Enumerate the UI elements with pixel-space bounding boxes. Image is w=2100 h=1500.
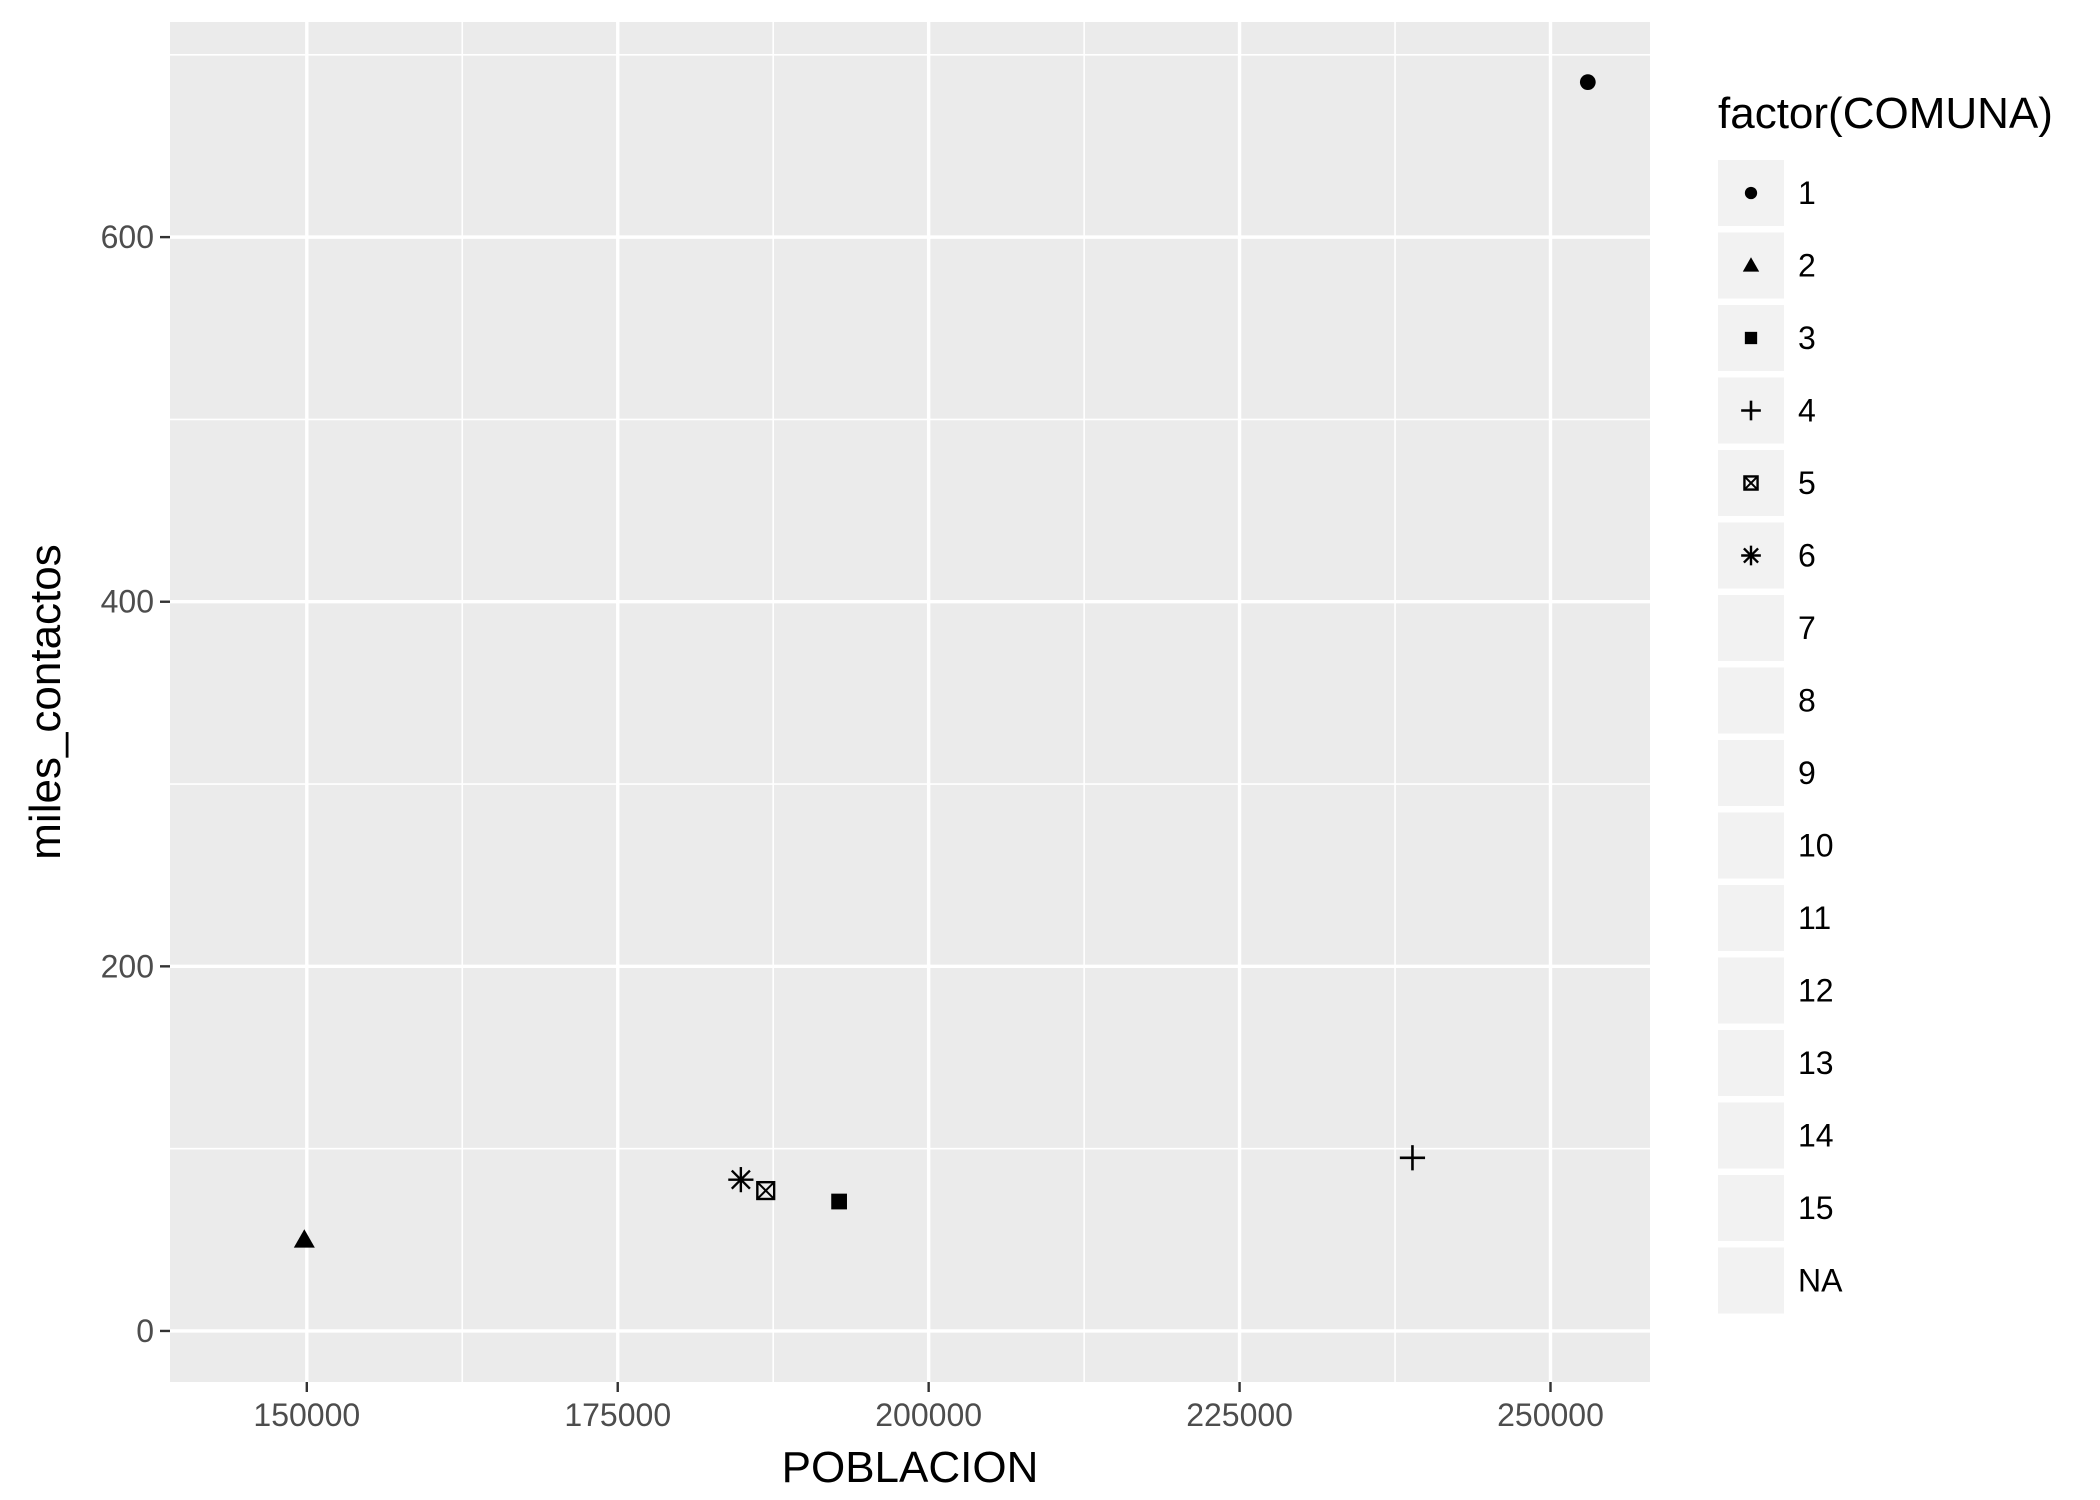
asterisk-stroke bbox=[730, 1169, 751, 1190]
data-point-comuna-4 bbox=[1399, 1145, 1426, 1171]
legend-label: 4 bbox=[1798, 393, 1816, 429]
data-point-comuna-3 bbox=[831, 1193, 847, 1210]
square-x-stroke bbox=[756, 1181, 775, 1200]
x-axis-title: POBLACION bbox=[782, 1443, 1039, 1492]
x-tick-label: 250000 bbox=[1497, 1397, 1604, 1433]
legend-item-5: 5 bbox=[1718, 450, 1816, 516]
minor-gridlines bbox=[170, 22, 1650, 1382]
x-tick-label: 150000 bbox=[253, 1397, 360, 1433]
legend-symbol-square bbox=[1744, 331, 1758, 345]
axis-ticks bbox=[160, 235, 1552, 1392]
data-point-comuna-2 bbox=[293, 1229, 315, 1248]
data-point-comuna-1 bbox=[1579, 74, 1596, 91]
legend-key bbox=[1718, 885, 1784, 951]
legend-key bbox=[1718, 667, 1784, 734]
legend-label: 8 bbox=[1798, 683, 1816, 719]
legend-key bbox=[1718, 1247, 1784, 1314]
legend-item-14: 14 bbox=[1718, 1102, 1834, 1169]
plot-panel bbox=[170, 22, 1650, 1382]
legend-title: factor(COMUNA) bbox=[1718, 89, 2053, 138]
legend-item-10: 10 bbox=[1718, 812, 1834, 879]
legend-label: 5 bbox=[1798, 465, 1816, 501]
legend-item-11: 11 bbox=[1718, 885, 1831, 951]
asterisk-stroke bbox=[1743, 547, 1759, 564]
legend-label: 13 bbox=[1798, 1045, 1834, 1081]
x-tick-labels: 150000 175000 200000 225000 250000 bbox=[253, 1397, 1603, 1433]
legend-symbol-plus bbox=[1741, 400, 1761, 421]
legend-label: 12 bbox=[1798, 973, 1834, 1009]
legend-label: 6 bbox=[1798, 538, 1816, 574]
x-tick-label: 225000 bbox=[1186, 1397, 1293, 1433]
legend-item-12: 12 bbox=[1718, 957, 1834, 1024]
legend-item-9: 9 bbox=[1718, 740, 1816, 806]
square-x-stroke bbox=[1743, 475, 1759, 491]
square-x-box bbox=[1743, 475, 1759, 491]
legend-key bbox=[1718, 1175, 1784, 1241]
legend-label: 1 bbox=[1798, 175, 1816, 211]
legend-item-NA: NA bbox=[1718, 1247, 1843, 1314]
legend-symbol-triangle bbox=[1742, 257, 1760, 272]
legend-item-8: 8 bbox=[1718, 667, 1816, 734]
legend-item-2: 2 bbox=[1718, 232, 1816, 299]
legend-symbol-square-x bbox=[1743, 475, 1759, 491]
legend-label: NA bbox=[1798, 1263, 1843, 1299]
major-gridlines bbox=[170, 22, 1650, 1382]
legend-label: 3 bbox=[1798, 320, 1816, 356]
y-tick-label: 600 bbox=[101, 219, 154, 255]
legend-label: 14 bbox=[1798, 1118, 1834, 1154]
legend-symbol-circle bbox=[1744, 186, 1758, 200]
y-tick-label: 0 bbox=[136, 1313, 154, 1349]
legend-label: 15 bbox=[1798, 1190, 1834, 1226]
legend-item-6: 6 bbox=[1718, 522, 1816, 589]
legend-item-7: 7 bbox=[1718, 595, 1816, 661]
legend-item-1: 1 bbox=[1718, 160, 1816, 226]
legend-key bbox=[1718, 595, 1784, 661]
legend-key bbox=[1718, 1030, 1784, 1096]
legend-symbol-asterisk bbox=[1741, 545, 1761, 566]
data-point-comuna-6 bbox=[728, 1167, 754, 1193]
legend-label: 10 bbox=[1798, 828, 1834, 864]
legend-key bbox=[1718, 957, 1784, 1024]
legend-key bbox=[1718, 812, 1784, 879]
legend-label: 7 bbox=[1798, 610, 1816, 646]
legend-item-15: 15 bbox=[1718, 1175, 1834, 1241]
legend-label: 2 bbox=[1798, 248, 1816, 284]
data-point-comuna-5 bbox=[756, 1180, 776, 1201]
legend-key bbox=[1718, 740, 1784, 806]
y-tick-labels: 0 200 400 600 bbox=[101, 219, 154, 1349]
x-tick-label: 200000 bbox=[875, 1397, 982, 1433]
data-points bbox=[293, 74, 1596, 1248]
legend-item-4: 4 bbox=[1718, 377, 1816, 444]
legend-item-13: 13 bbox=[1718, 1030, 1834, 1096]
legend-label: 11 bbox=[1798, 900, 1831, 936]
square-x-box bbox=[756, 1180, 776, 1201]
legend-item-3: 3 bbox=[1718, 305, 1816, 371]
x-tick-label: 175000 bbox=[564, 1397, 671, 1433]
y-axis-title: miles_contactos bbox=[21, 544, 70, 859]
legend-key bbox=[1718, 1102, 1784, 1169]
legend-label: 9 bbox=[1798, 755, 1816, 791]
y-tick-label: 400 bbox=[101, 584, 154, 620]
y-tick-label: 200 bbox=[101, 948, 154, 984]
